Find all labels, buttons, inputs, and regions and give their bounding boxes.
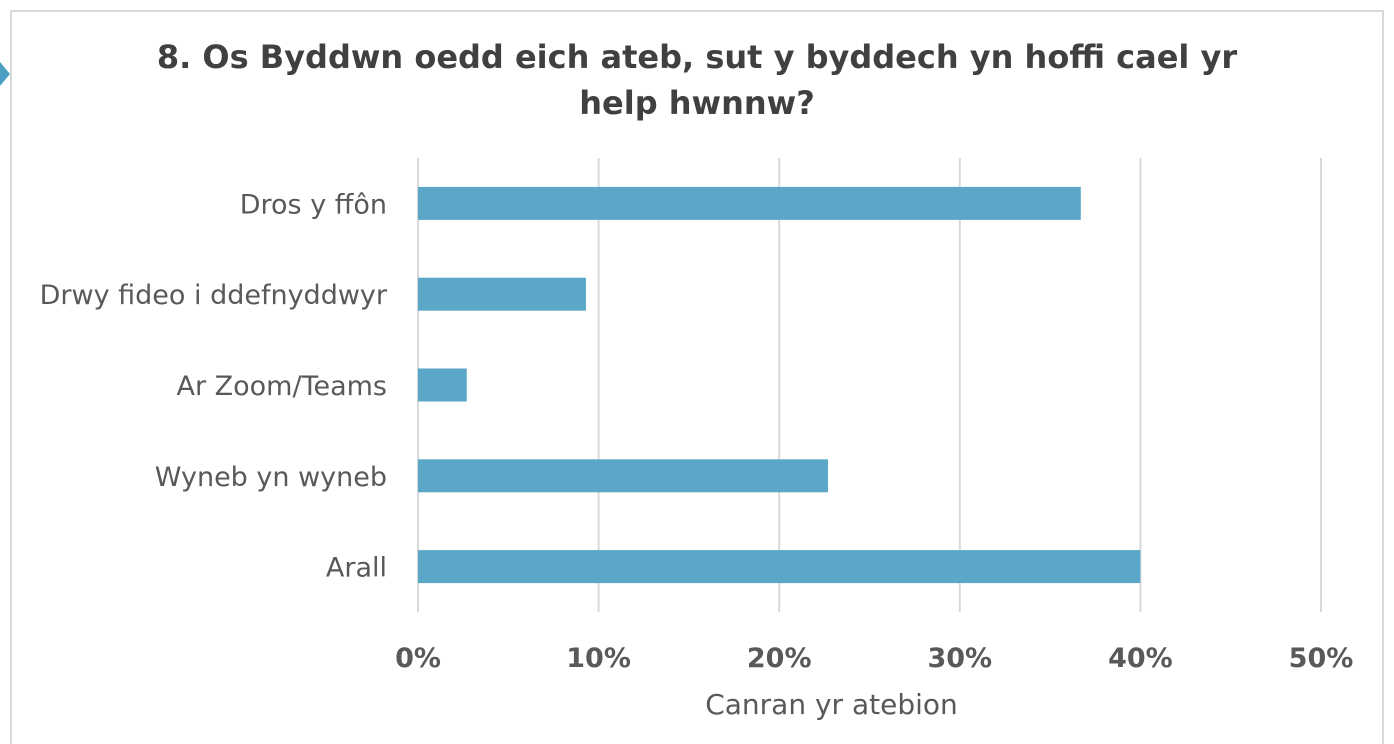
category-label: Dros y ffôn: [240, 189, 387, 220]
edge-marker-icon: [0, 62, 10, 86]
category-label: Ar Zoom/Teams: [176, 371, 387, 402]
x-axis-title: Canran yr atebion: [705, 688, 958, 721]
category-label: Arall: [326, 553, 387, 584]
x-tick-label: 20%: [747, 643, 812, 674]
bars: [418, 186, 1141, 584]
bar: [418, 186, 1081, 220]
chart-frame: [10, 10, 1384, 744]
gridlines: [417, 158, 1322, 612]
category-label: Wyneb yn wyneb: [155, 462, 387, 493]
bar: [418, 459, 828, 493]
x-tick-label: 10%: [566, 643, 631, 674]
category-labels: Dros y ffôn Drwy fideo i ddefnyddwyr Ar Zo…: [40, 189, 388, 583]
bar: [418, 277, 586, 311]
category-label: Drwy fideo i ddefnyddwyr: [40, 280, 388, 311]
chart-title-line-1: 8. Os Byddwn oedd eich ateb, sut y bydde…: [156, 38, 1238, 76]
x-tick-label: 50%: [1289, 643, 1354, 674]
chart-title-line-2: help hwnnw?: [579, 84, 815, 122]
x-tick-label: 40%: [1108, 643, 1173, 674]
x-tick-labels: 0% 10% 20% 30% 40% 50%: [395, 643, 1353, 674]
chart-title: 8. Os Byddwn oedd eich ateb, sut y bydde…: [0, 34, 1394, 126]
bar: [418, 550, 1141, 584]
x-tick-label: 30%: [927, 643, 992, 674]
x-tick-label: 0%: [395, 643, 441, 674]
bar: [418, 368, 467, 402]
